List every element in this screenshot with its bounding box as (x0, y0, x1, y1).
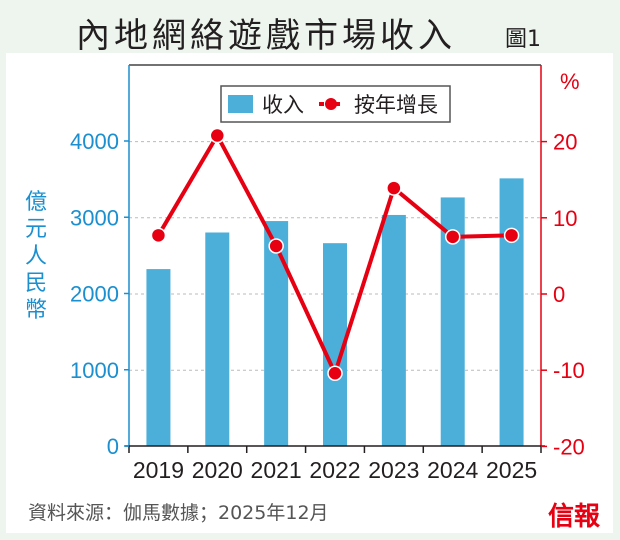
legend-bar-swatch (228, 95, 253, 113)
left-axis-label: 億元人民幣 (25, 190, 48, 323)
x-tick-label: 2024 (427, 457, 478, 483)
chart-title: 內地網絡遊戲市場收入 (76, 16, 456, 56)
chart-title-bar: 內地網絡遊戲市場收入 圖1 (0, 8, 620, 56)
right-tick-label: 10 (553, 206, 577, 231)
left-tick-label: 1000 (70, 358, 119, 383)
bar-2025 (499, 178, 524, 447)
legend-line-label: 按年增長 (354, 93, 438, 117)
bar-2023 (381, 214, 406, 446)
right-axis-unit: % (560, 69, 580, 94)
publisher-logo: 信報 (548, 502, 601, 532)
legend-line-marker (325, 98, 337, 110)
x-tick-label: 2025 (486, 457, 537, 483)
right-tick-label: -20 (553, 434, 585, 459)
left-tick-label: 4000 (70, 129, 119, 154)
right-tick-label: 20 (553, 130, 577, 155)
source-note: 資料來源：伽馬數據；2025年12月 (28, 502, 329, 524)
right-tick-label: -10 (553, 358, 585, 383)
legend-bar-label: 收入 (262, 93, 304, 117)
growth-point-2025 (503, 227, 520, 244)
left-tick-label: 2000 (70, 282, 119, 307)
growth-point-2023 (386, 180, 402, 196)
x-tick-label: 2022 (309, 457, 360, 483)
growth-point-2019 (150, 227, 167, 244)
left-tick-label: 0 (107, 434, 119, 459)
growth-point-2024 (444, 229, 461, 245)
growth-point-2022 (327, 365, 343, 381)
x-tick-label: 2021 (251, 457, 302, 483)
figure-label: 圖1 (505, 27, 541, 52)
x-tick-label: 2020 (192, 457, 243, 483)
x-tick-label: 2023 (368, 457, 419, 483)
growth-point-2021 (268, 238, 284, 254)
bar-2021 (264, 221, 289, 446)
bar-2019 (146, 269, 171, 446)
x-tick-label: 2019 (133, 457, 184, 483)
growth-point-2020 (209, 127, 226, 144)
left-tick-label: 3000 (70, 205, 119, 230)
right-tick-label: 0 (553, 282, 565, 307)
bar-2020 (205, 232, 230, 446)
